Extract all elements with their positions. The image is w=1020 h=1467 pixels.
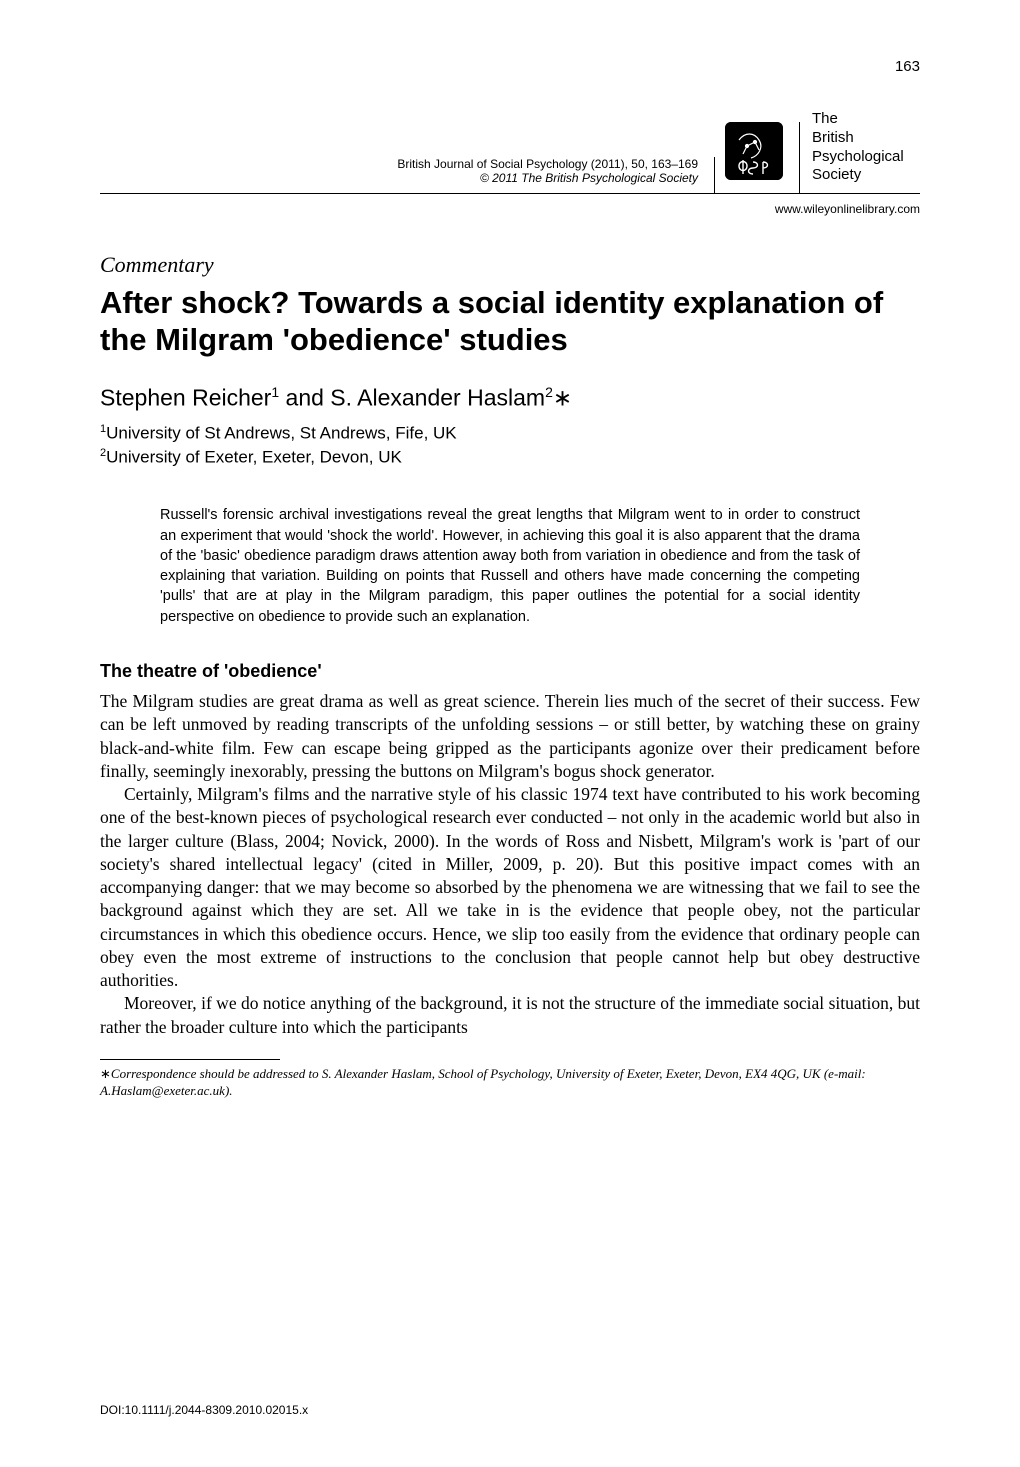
page-number: 163 bbox=[895, 58, 920, 75]
correspondence-footnote: ∗Correspondence should be addressed to S… bbox=[100, 1066, 920, 1100]
body-paragraph: Certainly, Milgram's films and the narra… bbox=[100, 783, 920, 992]
doi: DOI:10.1111/j.2044-8309.2010.02015.x bbox=[100, 1403, 308, 1417]
body-paragraph: The Milgram studies are great drama as w… bbox=[100, 690, 920, 783]
journal-copyright: © 2011 The British Psychological Society bbox=[100, 171, 698, 185]
journal-header: British Journal of Social Psychology (20… bbox=[100, 110, 920, 194]
society-name: The British Psychological Society bbox=[800, 110, 920, 193]
footnote-rule bbox=[100, 1059, 280, 1060]
journal-citation: British Journal of Social Psychology (20… bbox=[100, 157, 698, 171]
author-list: Stephen Reicher1 and S. Alexander Haslam… bbox=[100, 384, 920, 412]
body-paragraph: Moreover, if we do notice anything of th… bbox=[100, 992, 920, 1039]
society-line: The bbox=[812, 110, 920, 129]
article-section-type: Commentary bbox=[100, 252, 920, 278]
society-line: Society bbox=[812, 166, 920, 185]
affiliation: 1University of St Andrews, St Andrews, F… bbox=[100, 422, 920, 446]
body-text: The Milgram studies are great drama as w… bbox=[100, 690, 920, 1039]
affiliation-list: 1University of St Andrews, St Andrews, F… bbox=[100, 422, 920, 469]
journal-info: British Journal of Social Psychology (20… bbox=[100, 157, 715, 193]
bps-logo-block bbox=[715, 122, 800, 193]
abstract: Russell's forensic archival investigatio… bbox=[160, 505, 860, 627]
bps-logo-icon bbox=[725, 122, 783, 180]
section-heading: The theatre of 'obedience' bbox=[100, 661, 920, 682]
society-line: Psychological bbox=[812, 148, 920, 167]
publisher-url: www.wileyonlinelibrary.com bbox=[100, 202, 920, 216]
article-title: After shock? Towards a social identity e… bbox=[100, 284, 920, 358]
society-line: British bbox=[812, 129, 920, 148]
affiliation: 2University of Exeter, Exeter, Devon, UK bbox=[100, 446, 920, 470]
